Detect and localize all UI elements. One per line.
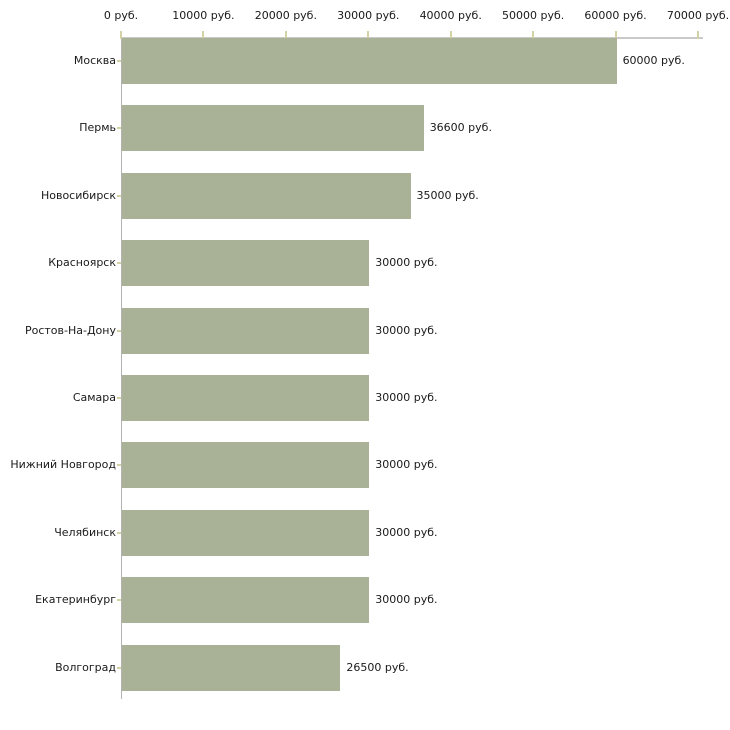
y-axis-tick [117,531,121,534]
bar [122,375,370,421]
value-label: 30000 руб. [375,391,438,404]
category-label: Москва [73,54,116,67]
y-axis-tick [117,60,121,62]
x-axis-tick [120,31,122,39]
x-axis-tick-label: 60000 руб. [584,9,647,22]
bar [122,509,370,556]
x-axis-tick [697,31,699,39]
value-label: 35000 руб. [416,188,479,202]
bar [122,105,424,152]
bar [122,307,370,354]
bar [122,577,370,624]
x-axis-tick-label: 50000 руб. [502,9,565,22]
value-label: 26500 руб. [346,660,409,674]
category-label: Ростов-На-Дону [24,323,116,337]
x-axis-tick-label: 0 руб. [103,9,139,22]
category-label: Красноярск [48,256,116,270]
category-label: Нижний Новгород [10,458,116,472]
value-label: 30000 руб. [375,458,438,472]
x-axis-tick [532,31,535,39]
bar [122,442,370,489]
value-label: 30000 руб. [375,323,438,337]
value-label: 60000 руб. [622,54,685,67]
x-axis-tick [367,31,370,39]
y-axis-tick [117,127,121,130]
category-label: Пермь [79,121,116,135]
y-axis-tick [117,464,121,467]
y-axis-line [121,37,122,699]
x-axis-tick [284,31,287,39]
y-axis-tick [117,329,121,332]
y-axis-tick [117,599,121,602]
category-label: Новосибирск [40,188,116,202]
bar [122,38,617,84]
category-label: Екатеринбург [35,593,116,607]
category-label: Челябинск [54,525,116,539]
bar [122,240,370,287]
bar [122,644,341,691]
category-label: Самара [72,391,116,404]
x-axis-tick-label: 20000 руб. [254,9,317,22]
y-axis-tick [117,666,121,669]
value-label: 30000 руб. [375,593,438,607]
y-axis-tick [117,194,121,197]
x-axis-tick [449,31,452,39]
x-axis-tick-label: 40000 руб. [419,9,482,22]
x-axis-tick-label: 30000 руб. [337,9,400,22]
category-label: Волгоград [55,660,116,674]
x-axis-tick-label: 70000 руб. [666,9,730,22]
bar [122,172,411,219]
value-label: 30000 руб. [375,525,438,539]
value-label: 36600 руб. [429,121,492,135]
x-axis-tick-label: 10000 руб. [172,9,235,22]
x-axis-tick [614,31,617,39]
y-axis-tick [117,262,121,265]
y-axis-tick [117,397,121,399]
x-axis-tick [202,31,205,39]
value-label: 30000 руб. [375,256,438,270]
